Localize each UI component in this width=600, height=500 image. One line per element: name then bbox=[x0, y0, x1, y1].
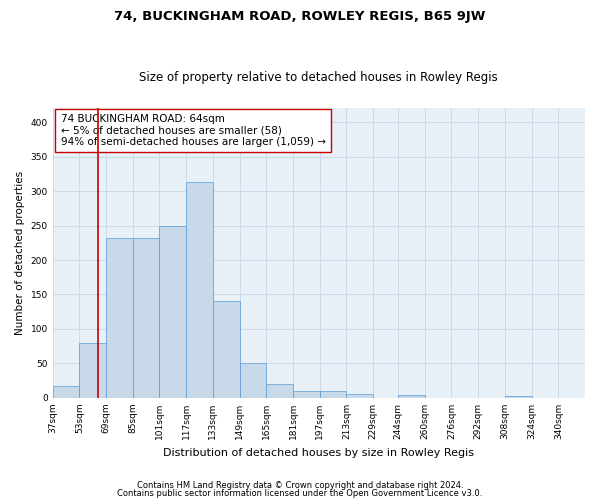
Bar bbox=[346, 394, 373, 398]
Bar bbox=[239, 363, 266, 398]
X-axis label: Distribution of detached houses by size in Rowley Regis: Distribution of detached houses by size … bbox=[163, 448, 475, 458]
Bar bbox=[398, 395, 425, 398]
Bar bbox=[505, 396, 532, 398]
Text: 74, BUCKINGHAM ROAD, ROWLEY REGIS, B65 9JW: 74, BUCKINGHAM ROAD, ROWLEY REGIS, B65 9… bbox=[115, 10, 485, 23]
Bar bbox=[293, 391, 320, 398]
Bar bbox=[213, 300, 239, 398]
Bar bbox=[186, 182, 213, 398]
Bar bbox=[160, 226, 186, 398]
Bar bbox=[53, 386, 79, 398]
Title: Size of property relative to detached houses in Rowley Regis: Size of property relative to detached ho… bbox=[139, 70, 498, 84]
Text: 74 BUCKINGHAM ROAD: 64sqm
← 5% of detached houses are smaller (58)
94% of semi-d: 74 BUCKINGHAM ROAD: 64sqm ← 5% of detach… bbox=[61, 114, 326, 148]
Bar bbox=[266, 384, 293, 398]
Y-axis label: Number of detached properties: Number of detached properties bbox=[15, 171, 25, 335]
Text: Contains HM Land Registry data © Crown copyright and database right 2024.: Contains HM Land Registry data © Crown c… bbox=[137, 481, 463, 490]
Bar bbox=[79, 343, 106, 398]
Bar bbox=[106, 238, 133, 398]
Text: Contains public sector information licensed under the Open Government Licence v3: Contains public sector information licen… bbox=[118, 488, 482, 498]
Bar bbox=[133, 238, 160, 398]
Bar bbox=[320, 391, 346, 398]
